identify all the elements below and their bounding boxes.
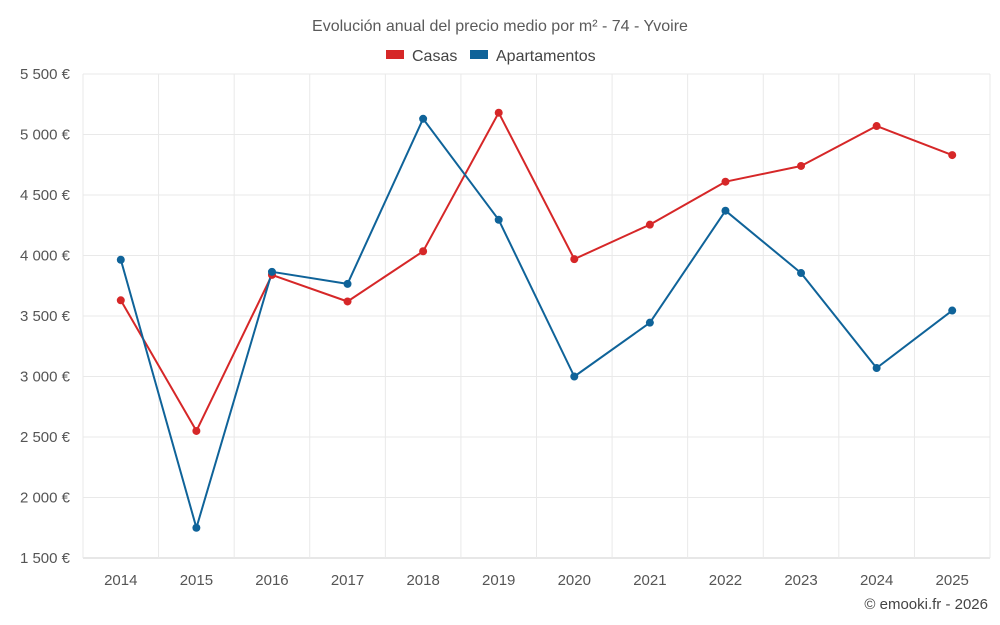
series-line-apartamentos bbox=[119, 117, 953, 529]
credit-text: © emooki.fr - 2026 bbox=[864, 596, 988, 613]
y-axis: 1 500 € 2 000 € 2 500 € 3 000 € 3 500 € 4 000… bbox=[20, 66, 71, 567]
y-tick-label: 5 000 € bbox=[20, 127, 71, 144]
legend-swatch-casas bbox=[386, 50, 404, 59]
data-point-apartamentos[interactable] bbox=[721, 206, 730, 215]
x-axis: 2014 2015 2016 2017 2018 2019 2020 2021 2022 2023… bbox=[104, 572, 969, 589]
legend-label-apartamentos: Apartamentos bbox=[496, 48, 596, 65]
gridlines bbox=[82, 73, 991, 559]
data-point-apartamentos[interactable] bbox=[570, 372, 579, 381]
data-point-apartamentos[interactable] bbox=[192, 523, 201, 532]
x-tick-label: 2016 bbox=[255, 572, 288, 589]
data-point-apartamentos[interactable] bbox=[872, 364, 881, 373]
data-point-casas[interactable] bbox=[192, 426, 201, 435]
x-tick-label: 2022 bbox=[709, 572, 742, 589]
x-tick-label: 2015 bbox=[180, 572, 213, 589]
x-tick-label: 2019 bbox=[482, 572, 515, 589]
legend-swatch-apartamentos bbox=[470, 50, 488, 59]
data-point-apartamentos[interactable] bbox=[645, 318, 654, 327]
legend-label-casas: Casas bbox=[412, 48, 457, 65]
data-point-casas[interactable] bbox=[948, 151, 957, 160]
data-point-apartamentos[interactable] bbox=[419, 114, 428, 123]
data-point-apartamentos[interactable] bbox=[343, 279, 352, 288]
data-point-apartamentos[interactable] bbox=[797, 269, 806, 278]
y-tick-label: 2 500 € bbox=[20, 429, 71, 446]
x-tick-label: 2021 bbox=[633, 572, 666, 589]
x-tick-label: 2024 bbox=[860, 572, 893, 589]
data-point-casas[interactable] bbox=[343, 297, 352, 306]
y-tick-label: 1 500 € bbox=[20, 550, 71, 567]
series-line-casas bbox=[119, 111, 953, 432]
data-point-casas[interactable] bbox=[645, 220, 654, 229]
legend-item-casas[interactable]: Casas bbox=[386, 48, 457, 65]
x-tick-label: 2018 bbox=[406, 572, 439, 589]
y-tick-label: 4 000 € bbox=[20, 248, 71, 265]
y-tick-label: 3 000 € bbox=[20, 369, 71, 386]
x-tick-label: 2025 bbox=[936, 572, 969, 589]
data-point-casas[interactable] bbox=[797, 161, 806, 170]
y-tick-label: 3 500 € bbox=[20, 308, 71, 325]
y-tick-label: 2 000 € bbox=[20, 490, 71, 507]
data-point-apartamentos[interactable] bbox=[948, 306, 957, 315]
legend-item-apartamentos[interactable]: Apartamentos bbox=[470, 48, 596, 65]
data-point-apartamentos[interactable] bbox=[267, 267, 276, 276]
y-tick-label: 4 500 € bbox=[20, 187, 71, 204]
data-point-casas[interactable] bbox=[570, 255, 579, 264]
data-point-casas[interactable] bbox=[116, 296, 125, 305]
x-tick-label: 2023 bbox=[784, 572, 817, 589]
chart-title: Evolución anual del precio medio por m² … bbox=[312, 18, 688, 35]
data-point-casas[interactable] bbox=[419, 247, 428, 256]
x-tick-label: 2020 bbox=[558, 572, 591, 589]
y-tick-label: 5 500 € bbox=[20, 66, 71, 83]
data-point-casas[interactable] bbox=[494, 108, 503, 117]
data-point-casas[interactable] bbox=[721, 177, 730, 186]
x-tick-label: 2014 bbox=[104, 572, 137, 589]
data-point-apartamentos[interactable] bbox=[116, 255, 125, 264]
data-point-casas[interactable] bbox=[872, 122, 881, 131]
plot-area bbox=[116, 108, 957, 532]
legend: Casas Apartamentos bbox=[386, 48, 596, 65]
x-tick-label: 2017 bbox=[331, 572, 364, 589]
data-point-apartamentos[interactable] bbox=[494, 215, 503, 224]
